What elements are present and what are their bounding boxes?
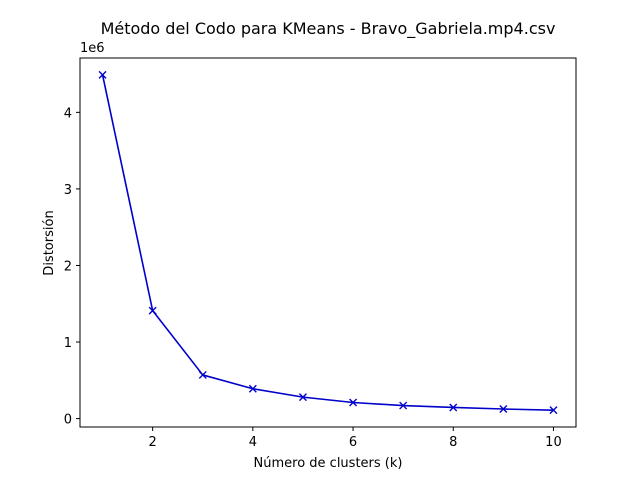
y-tick-label: 0 (64, 413, 72, 428)
series-group (98, 70, 558, 415)
y-axis-offset-label: 1e6 (80, 41, 105, 56)
data-point-marker (449, 403, 458, 412)
data-point-marker (148, 306, 157, 315)
data-point-marker (98, 70, 107, 79)
x-axis-ticks: 2 4 6 8 10 (149, 427, 562, 450)
y-axis-ticks: 0 1 2 3 4 (64, 106, 80, 428)
chart-title: Método del Codo para KMeans - Bravo_Gabr… (101, 19, 556, 39)
x-tick-label: 8 (449, 435, 457, 450)
data-point-marker (349, 398, 358, 407)
x-tick-label: 6 (349, 435, 357, 450)
x-tick-label: 10 (545, 435, 562, 450)
data-point-marker (198, 370, 207, 379)
y-tick-label: 3 (64, 183, 72, 198)
y-tick-label: 2 (64, 259, 72, 274)
data-point-marker (549, 406, 558, 415)
y-tick-label: 1 (64, 336, 72, 351)
x-tick-label: 4 (249, 435, 257, 450)
data-point-marker (399, 401, 408, 410)
x-tick-label: 2 (149, 435, 157, 450)
x-axis-label: Número de clusters (k) (254, 456, 403, 471)
data-point-marker (248, 384, 257, 393)
data-point-marker (298, 393, 307, 402)
plot-area-frame (79, 57, 577, 428)
data-point-marker (499, 405, 508, 414)
series-line (101, 74, 554, 411)
y-tick-label: 4 (64, 106, 72, 121)
y-axis-label: Distorsión (42, 210, 57, 275)
